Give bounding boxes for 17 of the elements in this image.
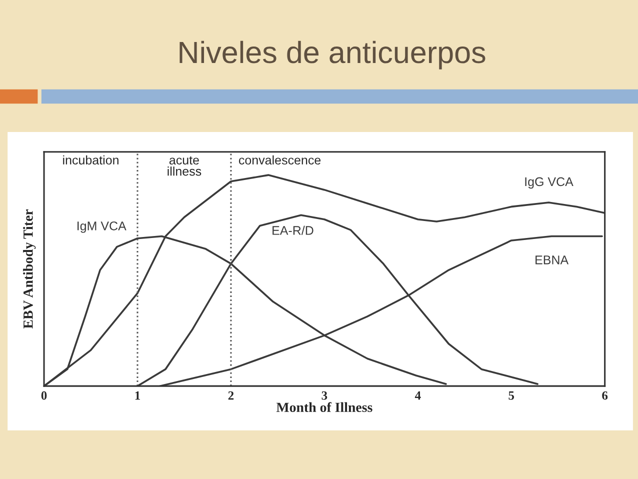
series-label: EBNA xyxy=(536,256,569,264)
x-tick-label: 2 xyxy=(228,391,234,400)
text: convalescence xyxy=(238,155,321,165)
series-label: EA-R/D xyxy=(272,226,314,235)
series-label: IgG VCA xyxy=(525,177,574,189)
series-label: IgM VCA xyxy=(78,221,126,233)
x-tick-label: 6 xyxy=(602,391,608,400)
text: incubation xyxy=(63,155,118,165)
annotation: acute illness xyxy=(168,156,202,176)
y-axis-title: EBV Antibody Titer xyxy=(23,209,36,329)
x-tick-label: 1 xyxy=(135,391,140,400)
x-tick-label: 4 xyxy=(414,391,421,400)
x-tick-label: 5 xyxy=(508,391,514,400)
x-tick-label: 0 xyxy=(41,391,47,400)
x-axis-title: Month of Illness xyxy=(276,402,372,412)
chart-title: Niveles de anticuerpos xyxy=(180,40,486,70)
x-tick-label: 3 xyxy=(322,391,328,400)
